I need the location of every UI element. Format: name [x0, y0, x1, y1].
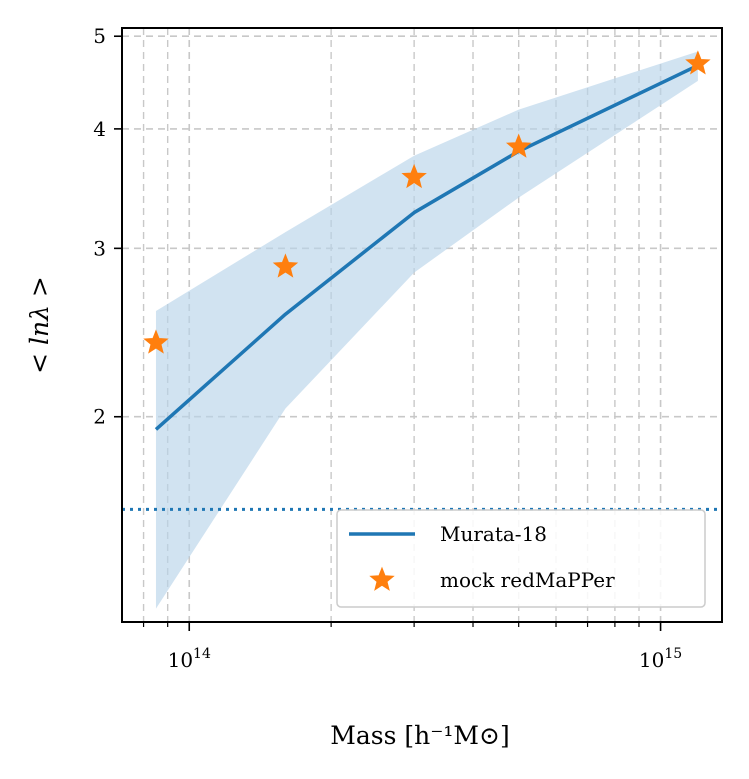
- murata-18-line: [154, 63, 699, 431]
- redmapper-star-point: [505, 133, 532, 158]
- redmapper-star-point: [272, 253, 299, 278]
- x-tick-label: 1014: [168, 646, 211, 672]
- axes-frame: [121, 27, 723, 623]
- legend-label-murata: Murata-18: [440, 522, 547, 546]
- legend-label-redmapper: mock redMaPPer: [440, 568, 615, 592]
- y-tick-label: 2: [93, 405, 106, 429]
- y-axis-label: < lnλ >: [25, 276, 54, 374]
- redmapper-star-point: [143, 329, 169, 354]
- confidence-band: [155, 51, 698, 609]
- y-tick-label: 5: [93, 24, 106, 48]
- confidence-band-layer: [155, 51, 698, 609]
- x-axis-label: Mass [h⁻¹M⊙]: [330, 721, 509, 750]
- legend-box: [336, 509, 706, 608]
- redmapper-star-point: [401, 163, 427, 189]
- y-tick-label: 3: [93, 236, 106, 260]
- ticks: 2 3 4 5 1014 1015: [93, 24, 682, 672]
- x-tick-label: 1015: [639, 646, 682, 672]
- legend: Murata-18 mock redMaPPer: [336, 509, 706, 608]
- series-layer: [143, 50, 711, 431]
- y-tick-label: 4: [93, 117, 106, 141]
- redmapper-star-point: [685, 50, 711, 75]
- legend-star-swatch: [369, 566, 395, 591]
